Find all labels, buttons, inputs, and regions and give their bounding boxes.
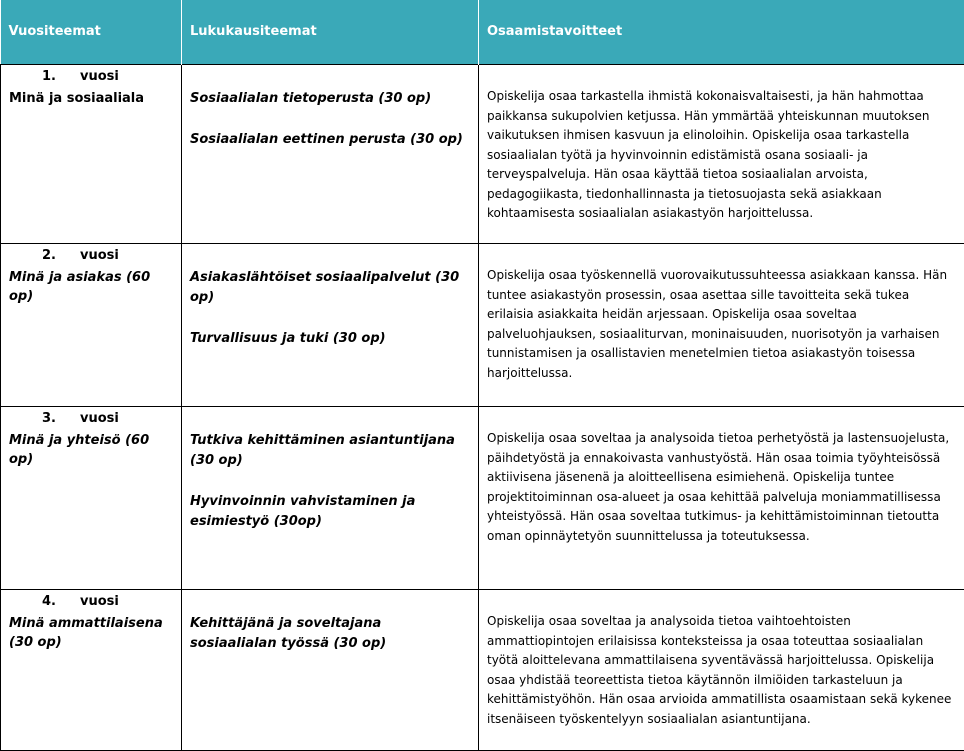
year-number: 1. (42, 69, 80, 84)
goals-cell: Opiskelija osaa soveltaa ja analysoida t… (479, 407, 964, 590)
year-word: vuosi (80, 69, 119, 84)
year-theme: Minä ammattilaisena (30 op) (9, 614, 173, 652)
course: Sosiaalialan tietoperusta (30 op) (190, 89, 470, 109)
year-number: 2. (42, 248, 80, 263)
goals-text: Opiskelija osaa soveltaa ja analysoida t… (487, 407, 956, 546)
year-heading: 2.vuosi (9, 248, 173, 268)
goals-cell: Opiskelija osaa tarkastella ihmistä koko… (479, 65, 964, 244)
year-theme: Minä ja yhteisö (60 op) (9, 431, 173, 469)
course: Turvallisuus ja tuki (30 op) (190, 329, 470, 349)
course: Tutkiva kehittäminen asiantuntijana (30 … (190, 431, 470, 471)
year-heading: 1.vuosi (9, 69, 173, 89)
year-theme: Minä ja asiakas (60 op) (9, 268, 173, 306)
year-number: 4. (42, 594, 80, 609)
course-cell: Kehittäjänä ja soveltajana sosiaalialan … (182, 590, 479, 751)
header-row: Vuositeemat Lukukausiteemat Osaamistavoi… (1, 0, 964, 65)
course: Sosiaalialan eettinen perusta (30 op) (190, 130, 470, 150)
year-number: 3. (42, 411, 80, 426)
goals-cell: Opiskelija osaa soveltaa ja analysoida t… (479, 590, 964, 751)
goals-text: Opiskelija osaa työskennellä vuorovaikut… (487, 244, 956, 383)
goals-text: Opiskelija osaa soveltaa ja analysoida t… (487, 590, 956, 729)
year-heading: 4.vuosi (9, 594, 173, 614)
course: Asiakaslähtöiset sosiaalipalvelut (30 op… (190, 268, 470, 308)
year-heading: 3.vuosi (9, 411, 173, 431)
course-cell: Asiakaslähtöiset sosiaalipalvelut (30 op… (182, 244, 479, 407)
course-cell: Tutkiva kehittäminen asiantuntijana (30 … (182, 407, 479, 590)
header-cell: Lukukausiteemat (182, 0, 479, 65)
header-cell: Osaamistavoitteet (479, 0, 964, 65)
year-word: vuosi (80, 411, 119, 426)
goals-cell: Opiskelija osaa työskennellä vuorovaikut… (479, 244, 964, 407)
year-theme: Minä ja sosiaaliala (9, 89, 173, 108)
course: Hyvinvoinnin vahvistaminen ja esimiestyö… (190, 492, 470, 532)
course-cell: Sosiaalialan tietoperusta (30 op) Sosiaal… (182, 65, 479, 244)
goals-text: Opiskelija osaa tarkastella ihmistä koko… (487, 65, 956, 224)
year-word: vuosi (80, 594, 119, 609)
year-word: vuosi (80, 248, 119, 263)
course: Kehittäjänä ja soveltajana sosiaalialan … (190, 614, 470, 654)
header-cell: Vuositeemat (1, 0, 182, 65)
